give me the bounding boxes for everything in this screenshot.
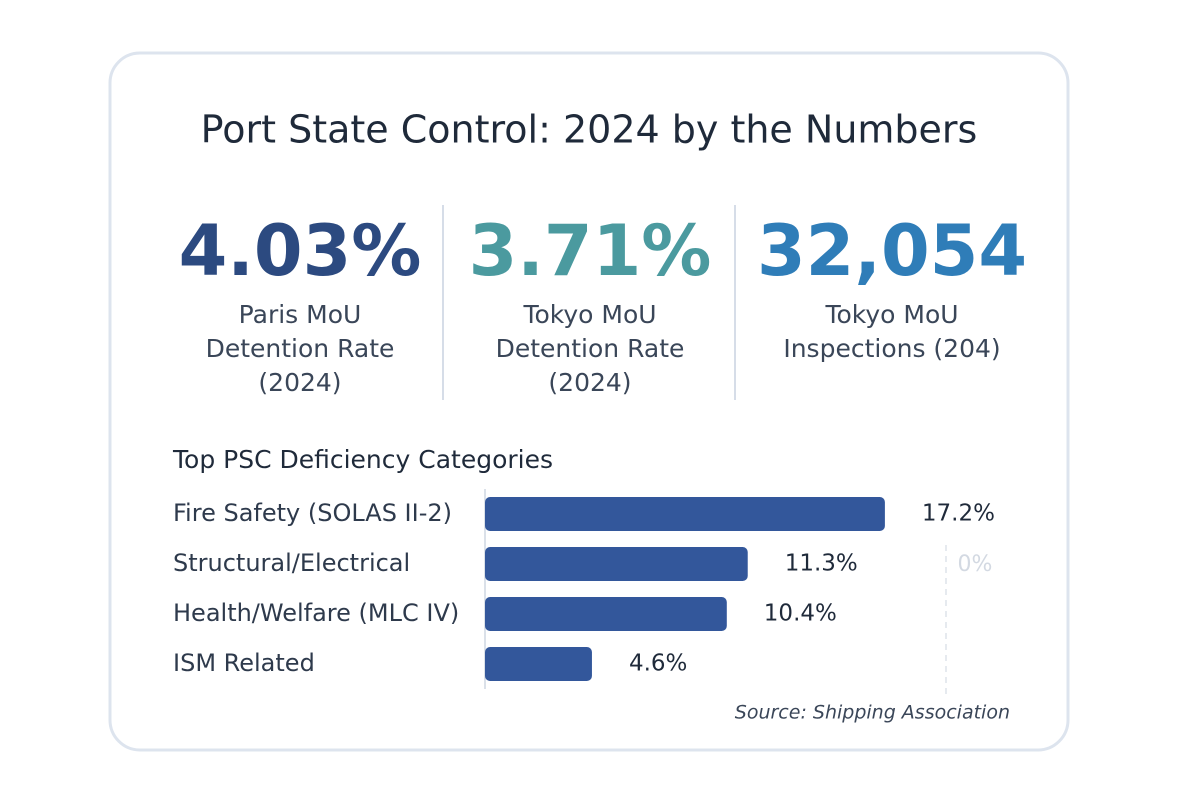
category-label: ISM Related [173, 649, 315, 677]
stat-label: Paris MoU [239, 300, 362, 329]
chart-title: Top PSC Deficiency Categories [172, 445, 553, 474]
bar [485, 647, 592, 681]
bar [485, 497, 885, 531]
stat-value: 32,054 [757, 210, 1027, 292]
bar [485, 597, 727, 631]
stat-label: Tokyo MoU [824, 300, 958, 329]
stat-value: 3.71% [469, 210, 712, 292]
bar [485, 547, 748, 581]
stat-label: (2024) [258, 368, 341, 397]
category-label: Health/Welfare (MLC IV) [173, 599, 459, 627]
annotation: 0% [958, 552, 993, 577]
value-label: 10.4% [764, 601, 837, 627]
value-label: 4.6% [629, 651, 687, 677]
card [108, 51, 1070, 752]
category-label: Structural/Electrical [173, 549, 410, 577]
value-label: 17.2% [922, 501, 995, 527]
stat-label: Inspections (204) [783, 334, 1000, 363]
stat-label: Detention Rate [496, 334, 685, 363]
value-label: 11.3% [785, 551, 858, 577]
stat-label: Tokyo MoU [522, 300, 656, 329]
title: Port State Control: 2024 by the Numbers [201, 108, 978, 152]
source: Source: Shipping Association [735, 702, 1010, 724]
stat-label: (2024) [548, 368, 631, 397]
stat-value: 4.03% [179, 210, 422, 292]
stat-label: Detention Rate [206, 334, 395, 363]
category-label: Fire Safety (SOLAS II-2) [173, 499, 452, 527]
